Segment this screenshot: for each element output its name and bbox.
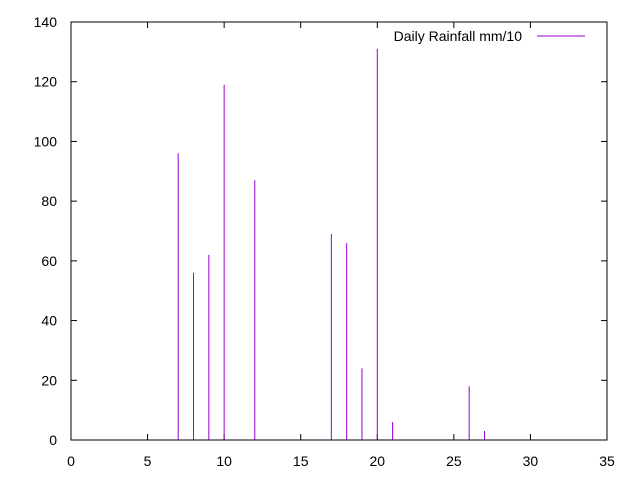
x-tick-label: 10 bbox=[216, 453, 232, 469]
x-tick-label: 20 bbox=[369, 453, 385, 469]
axis-ticks bbox=[70, 21, 608, 441]
y-tick-label: 0 bbox=[49, 432, 57, 448]
x-tick-label: 25 bbox=[446, 453, 462, 469]
legend-label: Daily Rainfall mm/10 bbox=[394, 28, 523, 44]
y-tick-label: 100 bbox=[34, 133, 58, 149]
y-tick-label: 20 bbox=[41, 372, 57, 388]
legend: Daily Rainfall mm/10 bbox=[394, 28, 585, 44]
x-tick-label: 5 bbox=[144, 453, 152, 469]
y-tick-label: 80 bbox=[41, 193, 57, 209]
y-tick-label: 40 bbox=[41, 313, 57, 329]
x-tick-label: 15 bbox=[293, 453, 309, 469]
x-tick-label: 30 bbox=[523, 453, 539, 469]
plot-frame bbox=[70, 21, 608, 441]
y-tick-label: 140 bbox=[34, 14, 58, 30]
x-tick-label: 35 bbox=[599, 453, 615, 469]
y-tick-label: 60 bbox=[41, 253, 57, 269]
axis-tick-labels: 0 5 10 15 20 25 30 35 0 20 40 60 80 100 120 140 bbox=[34, 14, 615, 469]
impulse-series bbox=[177, 48, 485, 440]
y-tick-label: 120 bbox=[34, 74, 58, 90]
x-tick-label: 0 bbox=[67, 453, 75, 469]
